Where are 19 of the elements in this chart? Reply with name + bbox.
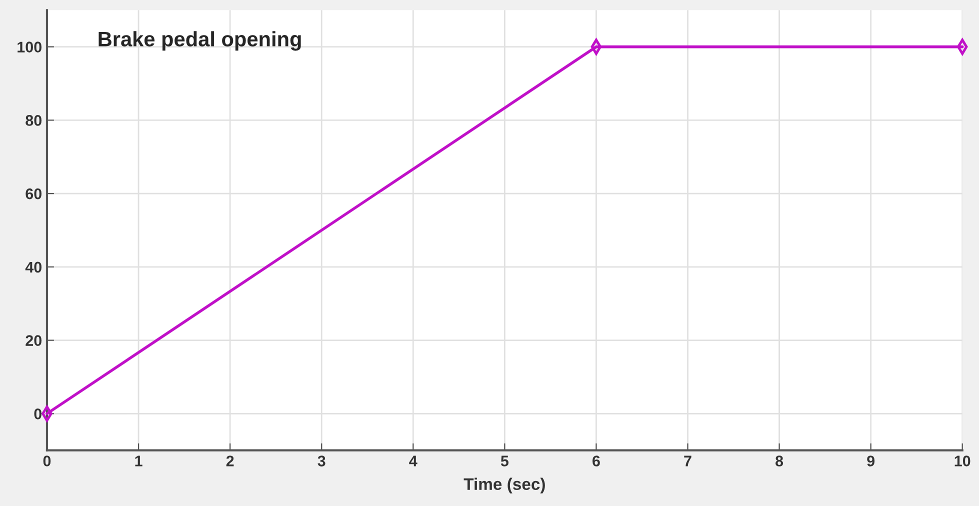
x-tick-label: 2 [226,456,234,466]
y-tick-label: 60 [26,188,42,200]
text: Brake pedal opening [98,31,301,51]
x-tick-label: 10 [954,456,970,466]
y-tick-label: 40 [25,262,42,273]
y-tick-label: 20 [26,335,42,346]
x-tick-label: 3 [318,456,326,466]
x-tick-label: 9 [867,456,875,466]
x-tick-label: 8 [776,456,784,466]
x-tick-label: 7 [684,456,692,466]
x-tick-label: 0 [43,456,51,466]
y-tick-label: 80 [26,115,42,126]
x-tick-label: 6 [592,456,600,466]
x-axis-title: Time (sec) [464,478,545,494]
y-tick-label: 100 [18,42,42,52]
y-tick-label: 0 [34,408,42,420]
x-tick-label: 4 [409,456,418,466]
x-tick-label: 1 [135,456,142,466]
x-tick-label: 5 [500,456,508,466]
